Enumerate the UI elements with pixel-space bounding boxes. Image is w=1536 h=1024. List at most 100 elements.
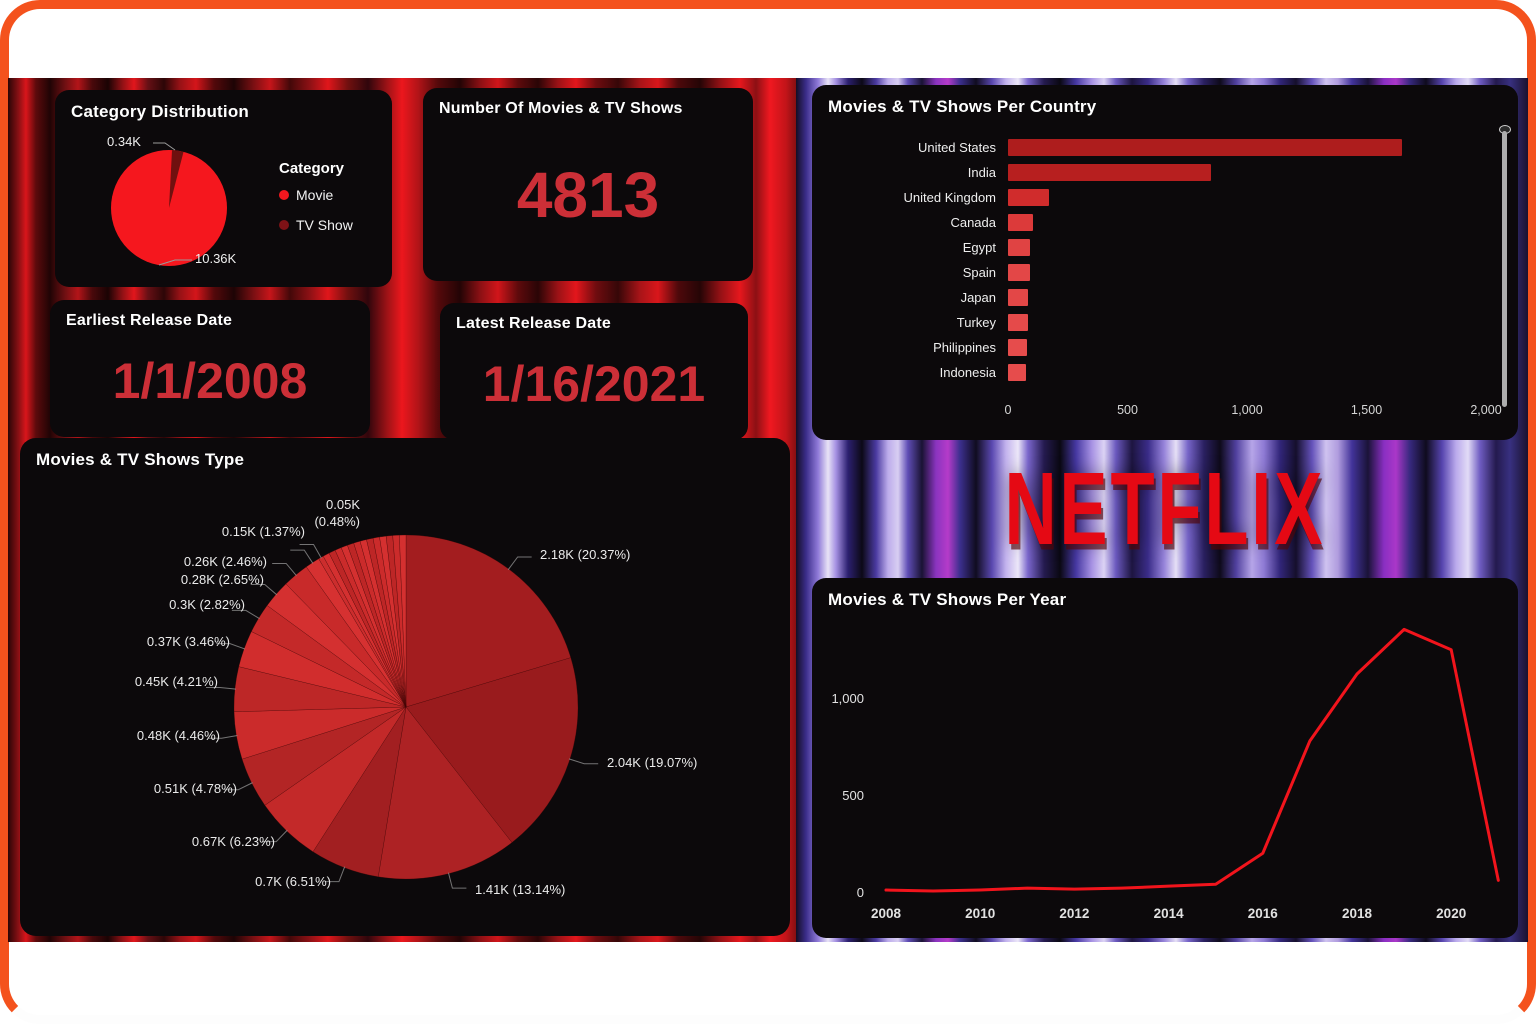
bar[interactable]	[1008, 364, 1026, 381]
netflix-logo: NETFLIX	[1004, 451, 1326, 567]
bar-row[interactable]: India	[828, 160, 1490, 185]
bar[interactable]	[1008, 339, 1028, 356]
x-axis-tick: 2020	[1436, 906, 1466, 921]
bar-x-axis: 0 500 1,000 1,500 2,000	[1004, 403, 1502, 423]
card-title: Movies & TV Shows Type	[36, 450, 245, 469]
category-pie-chart[interactable]	[55, 90, 392, 287]
dashboard-canvas: Category Distribution 0.34K 10.36K Categ…	[8, 78, 1528, 942]
card-title: Movies & TV Shows Per Year	[828, 590, 1067, 609]
tvshow-legend-dot-icon	[279, 220, 289, 230]
card-title: Number Of Movies & TV Shows	[439, 100, 683, 117]
x-axis-tick: 2012	[1059, 906, 1089, 921]
bar[interactable]	[1008, 239, 1030, 256]
bar[interactable]	[1008, 314, 1029, 331]
y-axis-tick: 0	[857, 885, 864, 900]
bar-row[interactable]: Spain	[828, 260, 1490, 285]
pie-callout-movie: 10.36K	[195, 251, 237, 266]
card-title: Earliest Release Date	[66, 312, 233, 329]
bar[interactable]	[1008, 214, 1034, 231]
x-axis-tick: 2018	[1342, 906, 1373, 921]
vertical-scrollbar[interactable]	[1502, 131, 1507, 407]
pie-slice[interactable]	[399, 534, 407, 708]
card-title: Movies & TV Shows Per Country	[828, 97, 1097, 116]
x-axis-tick: 0	[1004, 403, 1012, 417]
card-country-bars: Movies & TV Shows Per Country United Sta…	[812, 85, 1518, 440]
pie-slice-label: 0.26K (2.46%)	[183, 554, 267, 569]
bar[interactable]	[1008, 289, 1029, 306]
bar-row[interactable]: Egypt	[828, 235, 1490, 260]
bar-row[interactable]: Philippines	[828, 335, 1490, 360]
bar-category-label: United Kingdom	[903, 190, 997, 205]
earliest-date-value: 1/1/2008	[112, 353, 308, 409]
y-axis-tick: 500	[842, 788, 864, 803]
bar-track	[1008, 289, 1490, 306]
bar-track	[1008, 364, 1490, 381]
bar-track	[1008, 339, 1490, 356]
pie-callout-tvshow: 0.34K	[107, 134, 141, 149]
x-axis-tick: 2,000	[1470, 403, 1502, 417]
card-title: Latest Release Date	[456, 315, 611, 332]
bar[interactable]	[1008, 264, 1030, 281]
bar-row[interactable]: Turkey	[828, 310, 1490, 335]
bar-row[interactable]: United Kingdom	[828, 185, 1490, 210]
bar-track	[1008, 314, 1490, 331]
type-pie-chart[interactable]	[20, 438, 790, 936]
country-bar-chart[interactable]: United States India United Kingdom Canada Eg…	[828, 135, 1490, 385]
bar-category-label: Japan	[960, 290, 996, 305]
bar[interactable]	[1008, 139, 1403, 156]
bar-track	[1008, 214, 1490, 231]
bar-category-label: Canada	[950, 215, 996, 230]
pie-slice-label: 0.37K (3.46%)	[146, 634, 230, 649]
legend-title: Category	[279, 160, 345, 177]
x-axis-tick: 2010	[965, 906, 995, 921]
card-earliest-date: Earliest Release Date 1/1/2008	[50, 300, 370, 437]
pie-slice-label: 0.05K (0.48%)	[314, 497, 360, 529]
line-series[interactable]	[884, 627, 1500, 893]
card-year-line: Movies & TV Shows Per Year 0 500 1,000 2008…	[812, 578, 1518, 938]
pie-slice-label: 1.41K (13.14%)	[475, 882, 566, 897]
count-value: 4813	[516, 159, 660, 231]
card-type-pie: Movies & TV Shows Type 2.18K (20.37%) 2.…	[20, 438, 790, 936]
bar-category-label: United States	[917, 140, 996, 155]
bar-row[interactable]: Japan	[828, 285, 1490, 310]
legend-item-movie[interactable]: Movie	[279, 187, 333, 203]
bar-track	[1008, 189, 1490, 206]
bar-category-label: Spain	[962, 265, 996, 280]
bar[interactable]	[1008, 164, 1212, 181]
card-category-distribution: Category Distribution 0.34K 10.36K Categ…	[55, 90, 392, 287]
x-axis-tick: 500	[1117, 403, 1138, 417]
card-count: Number Of Movies & TV Shows 4813	[423, 88, 753, 281]
pie-slice-label: 0.48K (4.46%)	[136, 728, 220, 743]
pie-slice-label: 0.28K (2.65%)	[180, 572, 264, 587]
bar-track	[1008, 164, 1490, 181]
bar-category-label: Egypt	[962, 240, 996, 255]
pie-slice-label: 0.3K (2.82%)	[169, 597, 245, 612]
pie-slice-label: 2.04K (19.07%)	[607, 755, 698, 770]
pie-slice-label: 0.15K (1.37%)	[221, 524, 305, 539]
bar-category-label: Indonesia	[939, 365, 996, 380]
pie-slice-label: 0.51K (4.78%)	[153, 781, 237, 796]
card-title: Category Distribution	[71, 102, 249, 121]
bar-row[interactable]: United States	[828, 135, 1490, 160]
x-axis-tick: 2014	[1154, 906, 1185, 921]
latest-date-value: 1/16/2021	[482, 356, 706, 412]
pie-slice-label: 0.45K (4.21%)	[134, 674, 218, 689]
pie-slice-label: 2.18K (20.37%)	[540, 547, 631, 562]
bar-row[interactable]: Indonesia	[828, 360, 1490, 385]
x-axis-tick: 2008	[871, 906, 902, 921]
year-line-chart[interactable]: 0 500 1,000 2008 2010 2012 2014 2016 2018 2020	[812, 578, 1518, 938]
movie-legend-dot-icon	[279, 190, 289, 200]
bar-row[interactable]: Canada	[828, 210, 1490, 235]
bar-track	[1008, 239, 1490, 256]
legend-label-movie: Movie	[296, 187, 334, 203]
x-axis-tick: 2016	[1248, 906, 1279, 921]
legend-item-tvshow[interactable]: TV Show	[279, 217, 353, 233]
netflix-logo-band: NETFLIX	[812, 440, 1518, 578]
card-latest-date: Latest Release Date 1/16/2021	[440, 303, 748, 440]
bar-track	[1008, 139, 1490, 156]
bar-category-label: Turkey	[956, 315, 996, 330]
bar[interactable]	[1008, 189, 1049, 206]
legend-label-tvshow: TV Show	[296, 217, 353, 233]
pie-slice-label: 0.7K (6.51%)	[255, 874, 331, 889]
